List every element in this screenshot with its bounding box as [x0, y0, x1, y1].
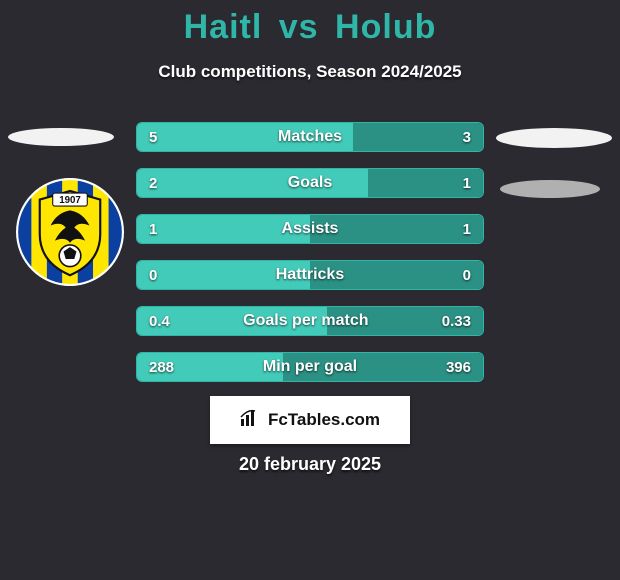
fctables-text: FcTables.com — [268, 410, 380, 430]
player-left-placeholder — [8, 128, 114, 146]
club-logo-opava: 1907 SFC OPAVA — [16, 178, 124, 286]
stat-value-right: 3 — [463, 129, 471, 146]
stat-row: 0.4Goals per match0.33 — [136, 306, 484, 336]
stat-value-right: 1 — [463, 175, 471, 192]
club-logo-svg: 1907 SFC OPAVA — [16, 178, 124, 286]
stat-value-left: 1 — [149, 221, 157, 238]
footer-date: 20 february 2025 — [0, 454, 620, 475]
stat-label: Min per goal — [174, 358, 446, 376]
stat-row: 0Hattricks0 — [136, 260, 484, 290]
bar-chart-icon — [240, 409, 262, 432]
stat-label: Assists — [157, 220, 462, 238]
stat-row: 2Goals1 — [136, 168, 484, 198]
stat-row: 5Matches3 — [136, 122, 484, 152]
stat-label: Goals per match — [170, 312, 442, 330]
stat-label: Matches — [157, 128, 462, 146]
title-player-right: Holub — [335, 8, 436, 46]
fctables-logo[interactable]: FcTables.com — [210, 396, 410, 444]
title-vs: vs — [279, 8, 319, 46]
stat-value-right: 1 — [463, 221, 471, 238]
stat-label: Hattricks — [157, 266, 462, 284]
player-right-placeholder-2 — [500, 180, 600, 198]
page-title: Haitl vs Holub — [0, 8, 620, 47]
stat-value-left: 5 — [149, 129, 157, 146]
stat-value-left: 0.4 — [149, 313, 170, 330]
svg-text:1907: 1907 — [59, 195, 81, 206]
stat-row: 288Min per goal396 — [136, 352, 484, 382]
stat-value-left: 288 — [149, 359, 174, 376]
stat-value-right: 396 — [446, 359, 471, 376]
stat-value-right: 0 — [463, 267, 471, 284]
stat-row: 1Assists1 — [136, 214, 484, 244]
subtitle: Club competitions, Season 2024/2025 — [0, 62, 620, 82]
stats-container: 5Matches32Goals11Assists10Hattricks00.4G… — [136, 122, 484, 398]
stat-value-right: 0.33 — [442, 313, 471, 330]
title-player-left: Haitl — [184, 8, 263, 46]
comparison-card: Haitl vs Holub Club competitions, Season… — [0, 0, 620, 580]
stat-label: Goals — [157, 174, 462, 192]
stat-value-left: 2 — [149, 175, 157, 192]
player-right-placeholder-1 — [496, 128, 612, 148]
stat-value-left: 0 — [149, 267, 157, 284]
